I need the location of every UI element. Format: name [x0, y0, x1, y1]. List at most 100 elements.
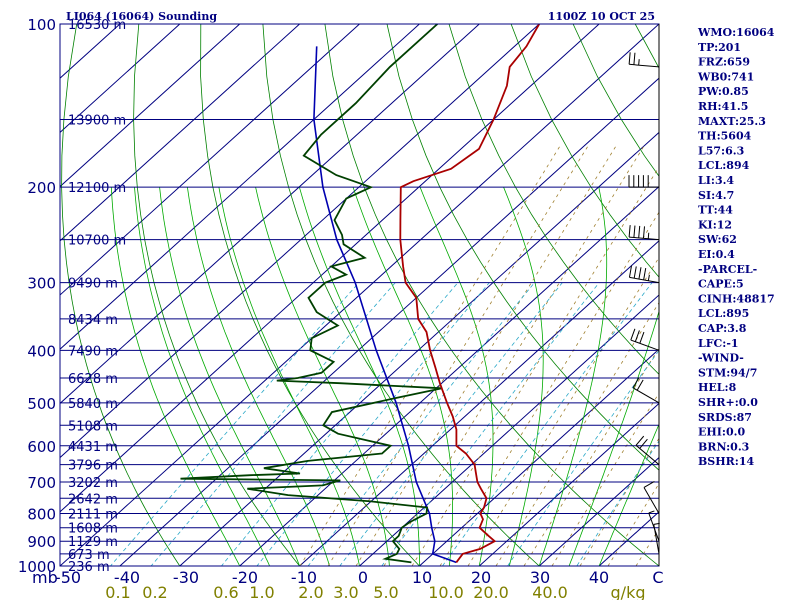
- mixing-ratio-line: [442, 282, 653, 566]
- isotherm-line: [538, 456, 659, 566]
- index-value: KI:12: [698, 218, 732, 231]
- wind-barb: [653, 524, 660, 555]
- profile-layer: [180, 24, 540, 564]
- height-label: 5840 m: [68, 397, 118, 412]
- mixing-ratio-tick-label: 5.0: [373, 583, 398, 600]
- temperature-tick-label: -10: [291, 568, 317, 587]
- dry-adiabat-line: [448, 24, 659, 375]
- temperature-tick-label: -20: [232, 568, 258, 587]
- wind-barb-feather: [628, 52, 631, 65]
- index-value: LFC:-1: [698, 337, 739, 350]
- wind-barb-feather: [633, 225, 636, 238]
- theta-e-line: [551, 392, 659, 566]
- wind-barb-layer: [628, 24, 660, 566]
- pressure-tick-label: 100: [27, 16, 56, 34]
- height-label: 9490 m: [68, 277, 118, 292]
- index-value: LI:3.4: [698, 174, 734, 187]
- mixing-ratio-tick-label: 2.0: [298, 583, 323, 600]
- wind-barb-feather: [638, 59, 640, 66]
- dry-adiabat-line: [61, 24, 181, 566]
- isotherm-line: [419, 348, 659, 566]
- height-label: 7490 m: [68, 344, 118, 359]
- wind-barb-feather: [653, 522, 660, 525]
- isotherm-line: [60, 24, 600, 513]
- index-value: TP:201: [698, 41, 741, 54]
- height-label: 673 m: [68, 548, 110, 563]
- isotherm-line: [60, 24, 480, 405]
- temperature-tick-label: 30: [530, 568, 550, 587]
- pressure-tick-label: 1000: [18, 558, 56, 576]
- dry-adiabat-line: [262, 24, 540, 566]
- isotherm-line: [60, 24, 300, 242]
- index-value: LCL:894: [698, 159, 750, 172]
- theta-e-line: [411, 166, 659, 566]
- index-value: -PARCEL-: [698, 263, 757, 276]
- temperature-tick-label: -30: [173, 568, 199, 587]
- theta-e-line: [439, 211, 659, 566]
- dry-adiabat-line: [386, 24, 659, 471]
- moist-adiabat-line: [538, 187, 608, 566]
- mixing-ratio-tick-label: 0.1: [105, 583, 130, 600]
- isotherm-line: [60, 24, 241, 188]
- pressure-tick-label: 300: [27, 275, 56, 293]
- temperature-tick-label: 0: [358, 568, 368, 587]
- mixing-ratio-tick-label: 0.2: [142, 583, 167, 600]
- index-value: TT:44: [698, 204, 733, 217]
- isotherm-line: [60, 24, 420, 350]
- height-label: 6628 m: [68, 372, 118, 387]
- index-value: LCL:895: [698, 307, 749, 320]
- wind-barb-feather: [648, 510, 655, 514]
- wind-barb-feather: [630, 328, 636, 341]
- moist-adiabat-line: [568, 310, 659, 566]
- index-value: -WIND-: [698, 352, 744, 365]
- wind-barb-feather: [639, 331, 645, 344]
- temperature-tick-label: C: [652, 568, 663, 587]
- wind-barb-feather: [647, 274, 650, 281]
- isotherm-line: [119, 77, 659, 566]
- mixing-ratio-tick-label: 3.0: [333, 583, 358, 600]
- index-value: SHR+:0.0: [698, 396, 758, 409]
- index-value: BRN:0.3: [698, 440, 749, 453]
- theta-e-line: [355, 145, 617, 566]
- temperature-tick-label: 10: [412, 568, 432, 587]
- wind-barb-feather: [643, 481, 655, 488]
- mixing-ratio-line: [256, 282, 490, 566]
- mixing-ratio-line: [339, 282, 563, 566]
- isotherm-line: [478, 402, 659, 566]
- isotherm-line: [239, 185, 659, 566]
- index-value: CAP:3.8: [698, 322, 747, 335]
- wind-barb-feather: [647, 232, 650, 239]
- height-label: 16530 m: [68, 18, 126, 33]
- temperature-tick-label: -50: [55, 568, 81, 587]
- index-value: BSHR:14: [698, 455, 754, 468]
- wind-barb-feather: [642, 226, 646, 239]
- mixing-ratio-line: [381, 282, 600, 566]
- wind-barb-feather: [633, 52, 636, 65]
- parcel-trace: [313, 46, 457, 564]
- pressure-tick-label: 500: [27, 395, 56, 413]
- wind-barb-feather: [633, 266, 637, 279]
- height-label: 8434 m: [68, 313, 118, 328]
- height-label: 10700 m: [68, 234, 126, 249]
- height-label: 3202 m: [68, 476, 118, 491]
- wind-barb-feather: [638, 225, 641, 238]
- mixing-ratio-line: [507, 349, 659, 566]
- height-label: 236 m: [68, 560, 110, 575]
- dry-adiabat-line: [324, 24, 659, 566]
- height-label: 4431 m: [68, 440, 118, 455]
- mixing-ratio-tick-label: g/kg: [611, 583, 646, 600]
- valid-time: 1100Z 10 OCT 25: [548, 10, 655, 23]
- isotherm-line: [60, 24, 181, 134]
- index-value: L57:6.3: [698, 144, 744, 157]
- theta-e-line: [523, 347, 659, 566]
- index-value: SI:4.7: [698, 189, 734, 202]
- station-title: LI064 (16064) Sounding: [66, 10, 217, 23]
- theta-e-line: [467, 256, 659, 566]
- theta-e-line: [495, 301, 659, 566]
- mixing-ratio-tick-label: 0.6: [213, 583, 238, 600]
- temperature-tick-label: -40: [114, 568, 140, 587]
- temperature-tick-label: 20: [471, 568, 491, 587]
- wind-barb-feather: [635, 435, 645, 446]
- mixing-ratio-tick-label: 1.0: [249, 583, 274, 600]
